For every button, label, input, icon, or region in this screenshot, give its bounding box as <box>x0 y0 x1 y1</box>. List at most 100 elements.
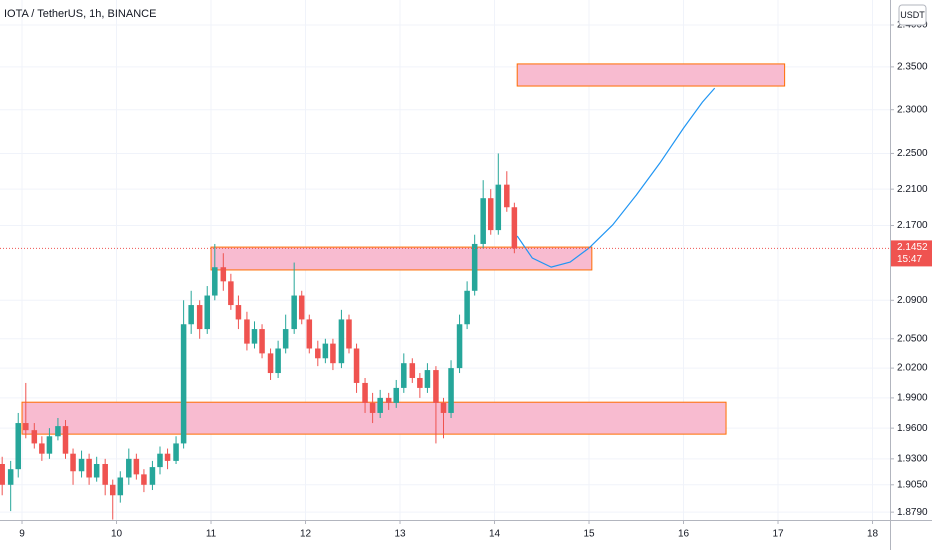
candle-body <box>117 477 124 496</box>
y-tick-label: 2.2500 <box>897 148 928 159</box>
candle-body <box>15 423 22 470</box>
candle-body <box>369 402 376 413</box>
candle-body <box>86 458 92 478</box>
currency-button[interactable] <box>898 4 927 26</box>
candle-body <box>424 370 431 388</box>
y-tick-label: 1.9300 <box>897 453 928 464</box>
x-tick-label: 14 <box>489 529 501 540</box>
y-tick-label: 2.2100 <box>897 184 928 195</box>
candle-body <box>504 184 510 208</box>
candle-body <box>480 198 486 244</box>
zone <box>210 246 593 271</box>
candle-body <box>133 458 140 475</box>
x-tick-label: 16 <box>678 529 690 540</box>
candle-body <box>228 281 234 306</box>
candle-body <box>440 402 447 413</box>
x-tick-label: 12 <box>300 529 312 540</box>
candle-body <box>298 295 305 320</box>
x-tick-label: 18 <box>867 529 879 540</box>
candle-body <box>393 387 400 403</box>
y-tick-label: 2.0900 <box>897 295 928 306</box>
candle-body <box>275 348 281 374</box>
candle-body <box>173 443 179 461</box>
candle-body <box>141 474 147 485</box>
currency-label[interactable]: USDT <box>900 10 925 20</box>
y-tick-label: 1.9050 <box>897 479 928 490</box>
projection-curve <box>516 87 716 268</box>
candle-body <box>338 319 345 364</box>
candle-body <box>464 290 470 325</box>
x-tick-label: 13 <box>394 529 406 540</box>
candle-body <box>62 426 69 454</box>
candle-body <box>39 443 45 454</box>
x-tick-label: 15 <box>583 529 595 540</box>
candle-body <box>433 370 439 403</box>
candle-body <box>31 430 38 444</box>
candle-body <box>196 305 203 330</box>
candle-body <box>23 423 29 431</box>
candle-body <box>409 363 416 378</box>
candle-body <box>306 319 313 349</box>
candle-body <box>70 453 76 472</box>
candle-body <box>7 469 14 485</box>
candle-body <box>126 458 132 478</box>
candle-body <box>315 348 321 359</box>
candle-body <box>78 458 85 472</box>
candle-body <box>417 377 423 388</box>
candle-body <box>220 267 227 282</box>
y-tick-label: 1.8790 <box>897 507 928 518</box>
candle-body <box>188 305 194 325</box>
candle-body <box>180 324 187 444</box>
candle-body <box>282 329 289 349</box>
y-tick-label: 2.0200 <box>897 363 928 374</box>
y-tick-label: 1.9600 <box>897 423 928 434</box>
candle-body <box>157 453 163 468</box>
candle-body <box>164 453 171 461</box>
candle-body <box>46 436 53 454</box>
candle-body <box>0 463 5 485</box>
x-tick-label: 10 <box>111 529 123 540</box>
candle-body <box>102 463 108 485</box>
y-tick-label: 2.3000 <box>897 104 928 115</box>
y-tick-label: 1.9900 <box>897 393 928 404</box>
candle-body <box>511 207 518 249</box>
candle-body <box>204 295 211 330</box>
candle-body <box>149 467 156 485</box>
candle-body <box>362 382 368 403</box>
candle-body <box>244 319 250 344</box>
last-price-box <box>891 240 932 267</box>
candle-body <box>330 343 336 364</box>
candle-body <box>267 353 274 374</box>
candle-body <box>259 329 265 354</box>
candle-body <box>448 368 454 413</box>
candle-body <box>495 184 502 231</box>
y-tick-label: 2.3500 <box>897 62 928 73</box>
last-price-label: 2.1452 <box>897 242 928 253</box>
candle-body <box>346 319 352 349</box>
chart-title: IOTA / TetherUS, 1h, BINANCE <box>4 8 156 20</box>
axes: 2.40002.35002.30002.25002.21002.17002.09… <box>19 20 932 540</box>
candle-body <box>353 348 360 383</box>
y-tick-label: 2.0500 <box>897 333 928 344</box>
plot <box>0 63 890 520</box>
candle-body <box>55 426 61 437</box>
candle-body <box>456 324 463 369</box>
candle-body <box>471 243 478 291</box>
candle-body <box>487 198 494 231</box>
candle-body <box>291 295 297 330</box>
x-tick-label: 9 <box>19 529 25 540</box>
candle-body <box>109 484 116 496</box>
zone <box>516 63 786 87</box>
candle-body <box>251 329 258 344</box>
candle-body <box>385 397 392 403</box>
candle-body <box>93 463 100 478</box>
countdown-label: 15:47 <box>897 254 922 265</box>
x-tick-label: 17 <box>772 529 784 540</box>
candle-body <box>401 363 407 388</box>
candle-body <box>377 397 383 413</box>
x-tick-label: 11 <box>206 529 217 540</box>
y-tick-label: 2.1700 <box>897 220 928 231</box>
